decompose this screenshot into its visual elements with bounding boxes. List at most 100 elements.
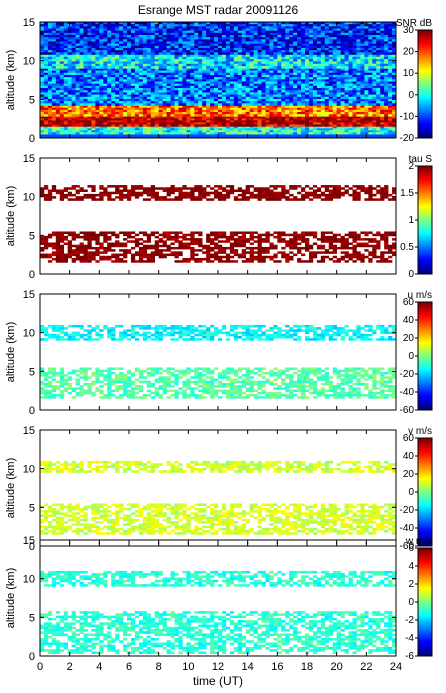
- data-cell: [277, 26, 282, 29]
- data-cell: [324, 41, 330, 44]
- data-cell: [127, 233, 132, 237]
- data-cell: [273, 72, 278, 76]
- data-cell: [47, 233, 53, 237]
- data-cell: [340, 47, 345, 51]
- data-cell: [150, 105, 156, 108]
- data-cell: [340, 94, 345, 98]
- data-cell: [281, 68, 286, 71]
- data-cell: [107, 94, 112, 98]
- data-cell: [332, 130, 337, 133]
- data-cell: [178, 235, 183, 239]
- data-cell: [43, 66, 49, 69]
- data-cell: [320, 79, 326, 82]
- data-cell: [233, 124, 239, 127]
- data-cell: [51, 56, 57, 60]
- data-cell: [324, 45, 330, 49]
- data-cell: [320, 66, 326, 69]
- data-cell: [225, 22, 231, 25]
- data-cell: [261, 32, 266, 36]
- data-cell: [99, 24, 104, 27]
- colorbar-step: [418, 93, 432, 96]
- data-cell: [138, 54, 144, 58]
- data-cell: [162, 90, 167, 93]
- data-cell: [380, 103, 385, 106]
- data-cell: [202, 34, 207, 38]
- data-cell: [154, 54, 159, 58]
- data-cell: [388, 120, 393, 123]
- data-cell: [55, 66, 61, 69]
- data-cell: [186, 39, 191, 42]
- data-cell: [245, 94, 250, 98]
- data-cell: [40, 114, 45, 117]
- data-cell: [63, 92, 68, 95]
- data-cell: [67, 81, 72, 84]
- data-cell: [79, 77, 84, 80]
- data-cell: [170, 47, 175, 51]
- data-cell: [83, 63, 88, 67]
- data-cell: [388, 126, 393, 129]
- colorbar-tick-label: -20: [400, 133, 415, 144]
- data-cell: [352, 70, 357, 74]
- data-cell: [332, 101, 337, 104]
- data-cell: [332, 72, 337, 76]
- data-cell: [190, 231, 195, 234]
- data-cell: [241, 109, 246, 113]
- data-cell: [186, 32, 191, 36]
- data-cell: [388, 101, 393, 104]
- data-cell: [245, 124, 250, 127]
- data-cell: [123, 34, 128, 38]
- data-cell: [123, 45, 128, 49]
- data-cell: [91, 68, 96, 71]
- data-cell: [305, 63, 310, 67]
- data-cell: [107, 52, 112, 55]
- data-cell: [111, 85, 116, 89]
- data-cell: [261, 98, 266, 102]
- data-cell: [336, 90, 341, 93]
- data-cell: [71, 77, 76, 80]
- data-cell: [186, 68, 191, 71]
- data-cell: [40, 37, 45, 40]
- data-cell: [170, 22, 175, 25]
- data-cell: [297, 43, 302, 47]
- data-cell: [67, 233, 72, 237]
- data-cell: [119, 92, 124, 95]
- data-cell: [142, 101, 148, 104]
- data-cell: [170, 28, 175, 31]
- data-cell: [316, 124, 322, 127]
- data-cell: [182, 63, 187, 67]
- data-cell: [253, 37, 258, 40]
- data-cell: [352, 63, 357, 67]
- data-cell: [178, 101, 183, 104]
- data-cell: [182, 90, 187, 93]
- data-cell: [63, 70, 68, 74]
- data-cell: [301, 43, 306, 47]
- data-cell: [360, 28, 365, 31]
- data-cell: [146, 34, 152, 38]
- data-cell: [59, 107, 65, 111]
- data-cell: [79, 103, 84, 106]
- data-cell: [352, 66, 357, 69]
- data-cell: [202, 122, 207, 125]
- data-cell: [123, 61, 128, 65]
- data-cell: [320, 59, 326, 62]
- data-cell: [221, 109, 227, 113]
- data-cell: [221, 28, 227, 31]
- data-cell: [210, 120, 215, 123]
- data-cell: [87, 109, 92, 113]
- data-cell: [194, 85, 199, 89]
- data-cell: [312, 41, 318, 44]
- data-cell: [285, 66, 290, 69]
- data-cell: [51, 98, 57, 102]
- data-cell: [360, 32, 365, 36]
- data-cell: [352, 41, 357, 44]
- data-cell: [316, 39, 322, 42]
- data-cell: [376, 77, 381, 80]
- data-cell: [186, 109, 191, 113]
- data-cell: [158, 114, 163, 117]
- data-cell: [150, 63, 156, 67]
- data-cell: [83, 41, 88, 44]
- data-cell: [75, 59, 80, 62]
- data-cell: [261, 26, 266, 29]
- data-cell: [265, 109, 270, 113]
- data-cell: [372, 85, 377, 89]
